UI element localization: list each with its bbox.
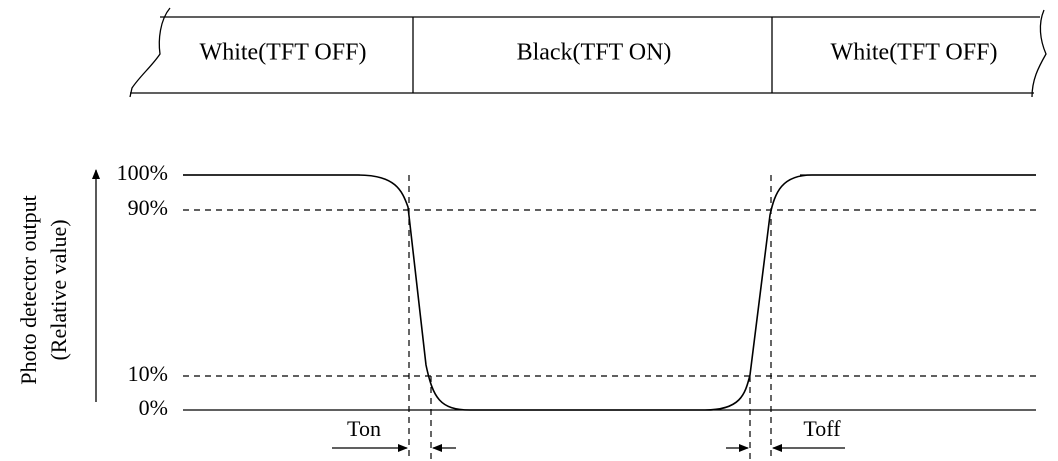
y-axis-label-line2: (Relative value) bbox=[46, 219, 71, 360]
break-mark-left bbox=[129, 7, 171, 98]
tick-label-0: 0% bbox=[139, 395, 168, 420]
tick-label-100: 100% bbox=[117, 160, 168, 185]
y-axis-label-line1: Photo detector output bbox=[16, 195, 41, 384]
ton-label: Ton bbox=[347, 416, 381, 441]
state-label-white-1: White(TFT OFF) bbox=[200, 40, 367, 66]
state-label-black: Black(TFT ON) bbox=[517, 40, 672, 66]
state-bar bbox=[129, 7, 1047, 98]
toff-label: Toff bbox=[803, 416, 841, 441]
state-label-white-2: White(TFT OFF) bbox=[831, 40, 998, 66]
tick-label-10: 10% bbox=[128, 361, 168, 386]
photo-detector-response-curve bbox=[183, 174, 1036, 411]
break-mark-right bbox=[1031, 9, 1047, 98]
tick-label-90: 90% bbox=[128, 195, 168, 220]
